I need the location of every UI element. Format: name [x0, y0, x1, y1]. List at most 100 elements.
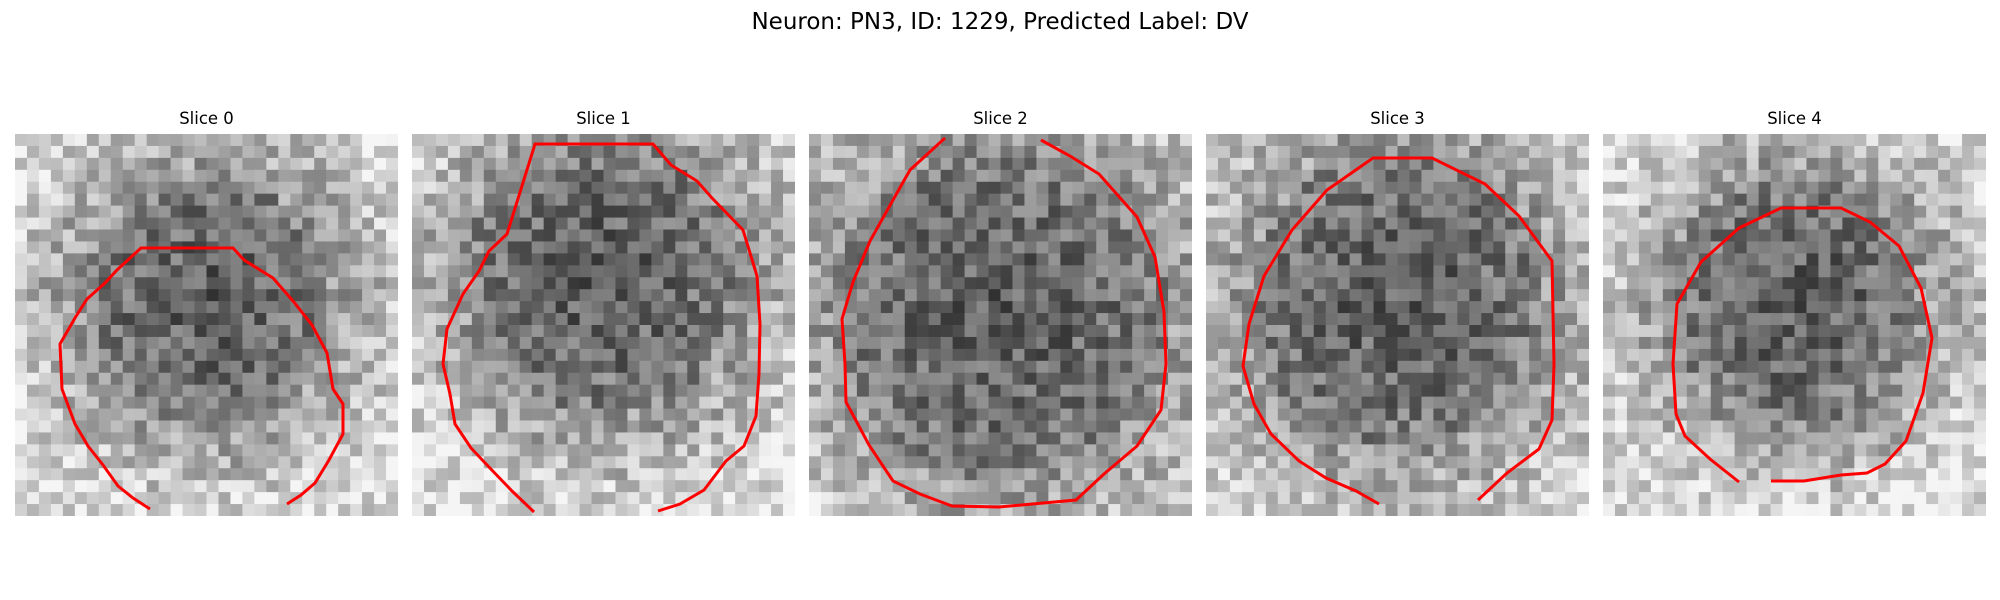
pixel — [1120, 468, 1133, 481]
pixel — [771, 360, 784, 374]
pixel — [555, 480, 569, 493]
pixel — [1241, 301, 1255, 314]
pixel — [170, 277, 184, 290]
pixel — [146, 181, 160, 195]
pixel — [519, 372, 533, 386]
pixel — [1132, 241, 1145, 254]
pixel — [218, 145, 232, 159]
pixel — [699, 277, 712, 290]
pixel — [1385, 480, 1399, 493]
pixel — [952, 492, 966, 505]
pixel — [1361, 336, 1375, 350]
pixel — [386, 265, 398, 278]
pixel — [38, 241, 52, 254]
pixel — [711, 169, 724, 183]
pixel — [1577, 336, 1589, 350]
pixel — [218, 229, 232, 243]
pixel — [242, 348, 255, 362]
pixel — [110, 408, 124, 422]
pixel — [447, 360, 461, 374]
pixel — [1000, 372, 1014, 386]
pixel — [1698, 360, 1712, 374]
pixel — [1698, 456, 1712, 469]
pixel — [230, 504, 244, 516]
pixel — [218, 384, 232, 398]
pixel — [1565, 253, 1578, 266]
pixel — [194, 181, 208, 195]
pixel — [1180, 360, 1192, 374]
pixel — [711, 134, 724, 147]
pixel — [820, 384, 834, 398]
pixel — [579, 456, 593, 469]
pixel — [723, 169, 736, 183]
pixel — [74, 205, 88, 219]
pixel — [338, 229, 351, 243]
pixel — [194, 134, 208, 147]
pixel — [1541, 480, 1554, 493]
pixel — [880, 265, 894, 278]
pixel — [386, 217, 398, 231]
pixel — [194, 265, 208, 278]
pixel — [1361, 432, 1375, 445]
pixel — [1144, 301, 1157, 314]
pixel — [1818, 193, 1832, 207]
pixel — [1493, 301, 1506, 314]
pixel — [579, 360, 593, 374]
pixel — [1603, 289, 1616, 302]
pixel — [1493, 360, 1506, 374]
pixel — [663, 313, 676, 326]
pixel — [423, 492, 437, 505]
pixel — [1938, 145, 1951, 159]
pixel — [1108, 468, 1121, 481]
pixel — [1132, 420, 1145, 434]
pixel — [146, 492, 160, 505]
pixel — [1662, 181, 1676, 195]
pixel — [122, 408, 136, 422]
pixel — [1096, 301, 1109, 314]
pixel — [1565, 205, 1578, 219]
pixel — [26, 348, 40, 362]
pixel — [62, 277, 76, 290]
pixel — [326, 480, 339, 493]
pixel — [1674, 277, 1688, 290]
pixel — [1072, 336, 1085, 350]
pixel — [675, 396, 688, 410]
pixel — [1553, 301, 1566, 314]
pixel — [290, 217, 303, 231]
pixel — [663, 372, 676, 386]
pixel — [1770, 217, 1784, 231]
pixel — [1577, 468, 1589, 481]
pixel — [964, 301, 978, 314]
pixel — [1553, 480, 1566, 493]
pixel — [940, 325, 954, 338]
pixel — [531, 444, 545, 457]
pixel — [1000, 325, 1014, 338]
pixel — [844, 313, 858, 326]
pixel — [783, 277, 795, 290]
pixel — [916, 420, 930, 434]
pixel — [1626, 253, 1640, 266]
pixel — [26, 480, 40, 493]
pixel — [15, 504, 28, 516]
pixel — [471, 396, 485, 410]
pixel — [1638, 372, 1652, 386]
pixel — [567, 408, 581, 422]
pixel — [1433, 145, 1446, 159]
pixel — [809, 336, 822, 350]
pixel — [1397, 468, 1411, 481]
pixel — [1878, 396, 1891, 410]
pixel — [110, 205, 124, 219]
pixel — [1638, 408, 1652, 422]
pixel — [1698, 265, 1712, 278]
pixel — [1217, 193, 1231, 207]
pixel — [1577, 456, 1589, 469]
pixel — [495, 301, 509, 314]
pixel — [471, 325, 485, 338]
pixel — [266, 301, 279, 314]
pixel — [675, 468, 688, 481]
pixel — [1060, 193, 1073, 207]
pixel — [50, 157, 64, 171]
pixel — [1481, 169, 1494, 183]
pixel — [1265, 456, 1279, 469]
pixel — [1096, 360, 1109, 374]
